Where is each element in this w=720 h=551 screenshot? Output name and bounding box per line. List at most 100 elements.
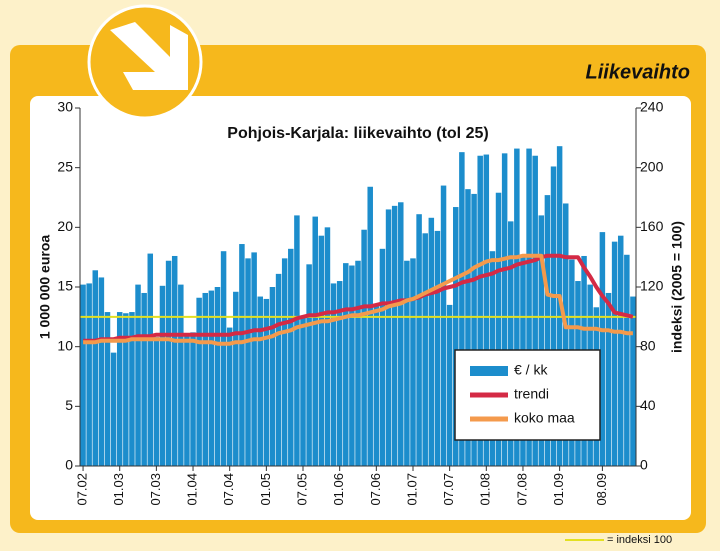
bar — [507, 221, 514, 466]
bar — [465, 189, 471, 466]
y2-tick-label: 200 — [640, 158, 664, 174]
bar — [544, 195, 551, 466]
bar — [398, 202, 404, 467]
bar — [245, 258, 251, 466]
bar — [526, 148, 532, 466]
bar — [361, 229, 367, 466]
x-tick-label: 07.03 — [148, 473, 163, 506]
bar — [501, 153, 508, 466]
bar — [367, 186, 373, 466]
bar — [86, 283, 92, 466]
y-tick-label: 20 — [57, 218, 73, 234]
bar — [153, 337, 160, 466]
bar — [446, 304, 453, 466]
bar — [288, 248, 294, 466]
bar — [428, 217, 435, 466]
y2-axis-label: indeksi (2005 = 100) — [669, 221, 685, 353]
y2-tick-label: 240 — [640, 99, 664, 115]
bar — [294, 215, 300, 466]
bar — [410, 258, 416, 466]
reference-label: = indeksi 100 — [607, 534, 672, 546]
bar — [116, 312, 123, 466]
y2-tick-label: 0 — [640, 457, 648, 473]
x-tick-label: 07.06 — [368, 473, 383, 506]
bar — [184, 334, 190, 466]
bar — [318, 235, 325, 466]
bar — [178, 284, 184, 466]
legend-swatch — [470, 366, 508, 376]
bar — [599, 232, 606, 466]
bar — [257, 296, 263, 466]
bar — [208, 290, 215, 466]
x-tick-label: 01.06 — [331, 473, 346, 506]
bar — [110, 352, 117, 466]
bar — [312, 216, 318, 466]
bar — [306, 264, 312, 466]
bar — [196, 297, 202, 466]
x-tick-label: 07.08 — [514, 473, 529, 506]
bar — [343, 263, 349, 466]
bar — [190, 332, 196, 466]
bar — [281, 258, 288, 466]
x-tick-label: 01.03 — [111, 473, 126, 506]
bar — [355, 260, 361, 466]
bar — [336, 281, 343, 466]
y-axis-label: 1 000 000 euroa — [37, 235, 53, 340]
y-tick-label: 0 — [65, 457, 73, 473]
arrow-icon — [110, 22, 188, 90]
bar — [624, 254, 630, 466]
bar — [123, 313, 129, 466]
bar — [617, 235, 624, 466]
bar — [483, 154, 490, 467]
bar — [330, 283, 337, 466]
bar — [453, 207, 459, 466]
bar — [459, 152, 465, 467]
bar — [165, 260, 172, 466]
x-tick-label: 01.09 — [551, 473, 566, 506]
bar — [251, 252, 257, 466]
x-tick-label: 01.07 — [404, 473, 419, 506]
bar — [385, 209, 392, 466]
bar — [269, 287, 276, 466]
y2-tick-label: 40 — [640, 397, 656, 413]
bar — [171, 255, 178, 466]
bar — [379, 248, 386, 466]
bar — [495, 192, 502, 466]
bar — [263, 298, 270, 466]
bar — [214, 287, 221, 466]
y-tick-label: 25 — [57, 158, 73, 174]
bar — [440, 185, 447, 467]
bar — [233, 291, 239, 466]
bar — [416, 214, 422, 466]
bar — [532, 155, 538, 466]
header-title: Liikevaihto — [586, 61, 690, 83]
x-tick-label: 07.02 — [74, 473, 89, 506]
bar — [404, 260, 410, 466]
bar — [129, 312, 135, 466]
bar — [80, 284, 86, 466]
x-tick-label: 01.04 — [184, 473, 199, 506]
y2-tick-label: 120 — [640, 278, 664, 294]
bar — [514, 148, 520, 466]
bar — [135, 284, 141, 466]
bar — [98, 277, 105, 466]
y-tick-label: 15 — [57, 278, 73, 294]
bar — [226, 327, 233, 466]
bar — [324, 227, 331, 466]
y2-tick-label: 160 — [640, 218, 664, 234]
bar — [611, 241, 618, 466]
y-tick-label: 10 — [57, 337, 73, 353]
bar — [104, 312, 111, 466]
bar — [349, 265, 355, 466]
x-tick-label: 07.04 — [221, 473, 236, 506]
bar — [562, 203, 569, 466]
x-tick-label: 01.08 — [478, 473, 493, 506]
bar — [630, 296, 636, 466]
bar — [92, 270, 99, 466]
bar — [538, 215, 545, 466]
legend-label: koko maa — [514, 410, 575, 426]
bar — [391, 205, 398, 466]
series-line — [83, 253, 633, 346]
bar — [605, 292, 612, 466]
